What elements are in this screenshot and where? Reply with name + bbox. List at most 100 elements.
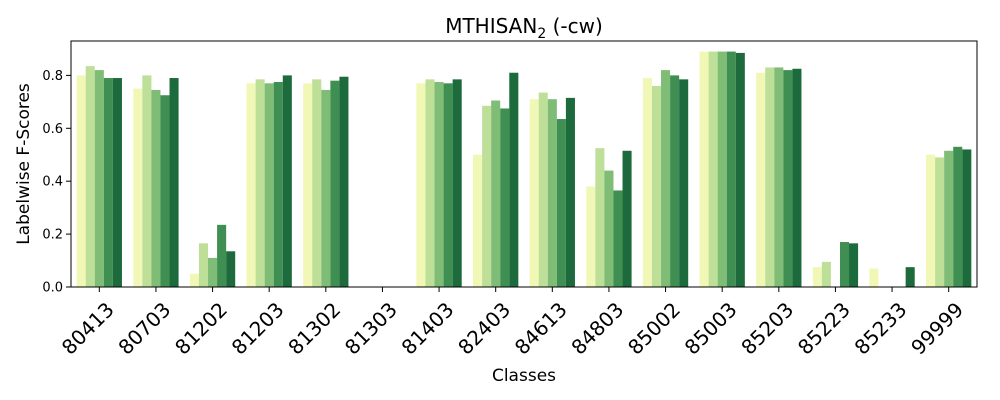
- x-tick-label-80703: 80703: [113, 297, 175, 359]
- x-axis-title: Classes: [492, 366, 556, 386]
- bar-85003-s4: [726, 51, 736, 287]
- bar-84803-s3: [604, 170, 614, 287]
- bar-84613-s5: [565, 97, 575, 288]
- bar-80413-s5: [112, 78, 122, 287]
- bar-81202-s5: [226, 251, 236, 287]
- bar-84613-s3: [547, 99, 557, 287]
- bar-85203-s4: [783, 70, 793, 287]
- bar-85223-s4: [839, 242, 850, 287]
- bar-80703-s5: [169, 78, 179, 287]
- bar-99999-s2: [935, 157, 945, 287]
- bar-81302-s2: [312, 79, 322, 287]
- bar-80703-s2: [142, 75, 152, 287]
- y-tick-label: 0.4: [42, 175, 63, 190]
- bar-85223-s5: [849, 243, 859, 287]
- bar-82403-s1: [473, 154, 483, 287]
- bar-80413-s4: [103, 78, 113, 287]
- bar-81203-s1: [246, 83, 256, 287]
- y-tick-label: 0.8: [42, 69, 63, 84]
- bar-99999-s1: [926, 154, 936, 287]
- bar-85233-s5: [905, 267, 915, 287]
- bar-81302-s1: [303, 83, 313, 287]
- bar-81302-s3: [321, 89, 331, 287]
- bar-82403-s3: [491, 100, 501, 288]
- x-tick-label-82403: 82403: [453, 297, 515, 359]
- bar-99999-s3: [944, 150, 954, 287]
- bar-85203-s2: [765, 67, 775, 287]
- bar-80413-s2: [85, 66, 95, 287]
- bar-85002-s2: [651, 85, 662, 287]
- plot-frame: [70, 40, 978, 288]
- y-axis: 0.0 0.2 0.4 0.6 0.8: [42, 69, 71, 296]
- x-tick-label-99999: 99999: [906, 297, 968, 359]
- x-tick-label-84613: 84613: [510, 297, 572, 359]
- x-tick-label-85203: 85203: [736, 297, 798, 359]
- bar-80703-s1: [133, 88, 143, 287]
- x-tick-label-85003: 85003: [680, 297, 742, 359]
- bar-80413-s3: [94, 70, 104, 287]
- bar-84613-s2: [538, 92, 548, 287]
- bar-81403-s3: [434, 82, 444, 287]
- bar-85002-s4: [670, 75, 680, 287]
- bar-81403-s2: [425, 79, 435, 287]
- chart-title-suffix: (-cw): [546, 14, 603, 38]
- bar-85223-s2: [821, 261, 831, 287]
- chart-title: MTHISAN2 (-cw): [445, 14, 603, 42]
- x-tick-label-81203: 81203: [227, 297, 289, 359]
- bar-81403-s4: [443, 83, 453, 287]
- x-axis: 8041380703812028120381302813038140382403…: [57, 287, 968, 359]
- bar-84803-s1: [586, 186, 596, 287]
- x-tick-label-85233: 85233: [850, 297, 912, 359]
- bar-81202-s2: [198, 243, 209, 287]
- x-tick-label-81303: 81303: [340, 297, 402, 359]
- bar-81203-s2: [255, 79, 265, 287]
- bar-85003-s5: [735, 52, 745, 288]
- bar-81302-s5: [339, 76, 349, 288]
- bar-84613-s4: [556, 119, 566, 287]
- y-tick-label: 0.0: [42, 281, 63, 296]
- bar-81203-s4: [273, 82, 283, 287]
- bar-81403-s5: [452, 79, 462, 287]
- bar-82403-s2: [482, 105, 492, 287]
- bar-80703-s4: [160, 95, 170, 287]
- bar-85203-s3: [774, 67, 784, 287]
- bar-85003-s2: [708, 51, 718, 287]
- bar-81202-s3: [208, 257, 218, 287]
- bars: [76, 51, 972, 288]
- bar-81202-s4: [217, 224, 227, 287]
- x-tick-label-85002: 85002: [623, 297, 685, 359]
- bar-80413-s1: [76, 75, 86, 287]
- bar-84613-s1: [529, 99, 539, 287]
- bar-81203-s5: [282, 75, 292, 287]
- x-tick-label-85223: 85223: [793, 297, 855, 359]
- bar-85002-s1: [642, 78, 652, 287]
- bar-99999-s4: [953, 146, 963, 287]
- x-tick-label-84803: 84803: [566, 297, 628, 359]
- bar-85002-s5: [679, 79, 689, 287]
- bar-82403-s4: [500, 108, 510, 287]
- y-tick-label: 0.6: [42, 122, 63, 137]
- bar-85223-s1: [812, 267, 822, 287]
- bar-81403-s1: [416, 83, 426, 287]
- bar-85203-s1: [756, 72, 766, 288]
- bar-82403-s5: [509, 72, 519, 288]
- bar-85002-s3: [661, 70, 671, 287]
- x-tick-label-81403: 81403: [397, 297, 459, 359]
- x-tick-label-80413: 80413: [57, 297, 119, 359]
- chart-title-subscript: 2: [537, 26, 546, 42]
- y-axis-title: Labelwise F-Scores: [14, 83, 34, 245]
- x-tick-label-81302: 81302: [283, 297, 345, 359]
- bar-85003-s3: [717, 51, 727, 287]
- bar-84803-s5: [622, 150, 632, 287]
- bar-84803-s2: [595, 148, 605, 287]
- x-tick-label-81202: 81202: [170, 297, 232, 359]
- bar-85003-s1: [699, 51, 709, 287]
- y-tick-label: 0.2: [42, 228, 63, 243]
- bar-80703-s3: [151, 89, 161, 287]
- bar-85203-s5: [792, 68, 802, 288]
- bar-81203-s3: [264, 83, 274, 287]
- chart-title-main: MTHISAN: [445, 14, 537, 38]
- bar-99999-s5: [962, 149, 972, 287]
- bar-85233-s1: [869, 268, 879, 287]
